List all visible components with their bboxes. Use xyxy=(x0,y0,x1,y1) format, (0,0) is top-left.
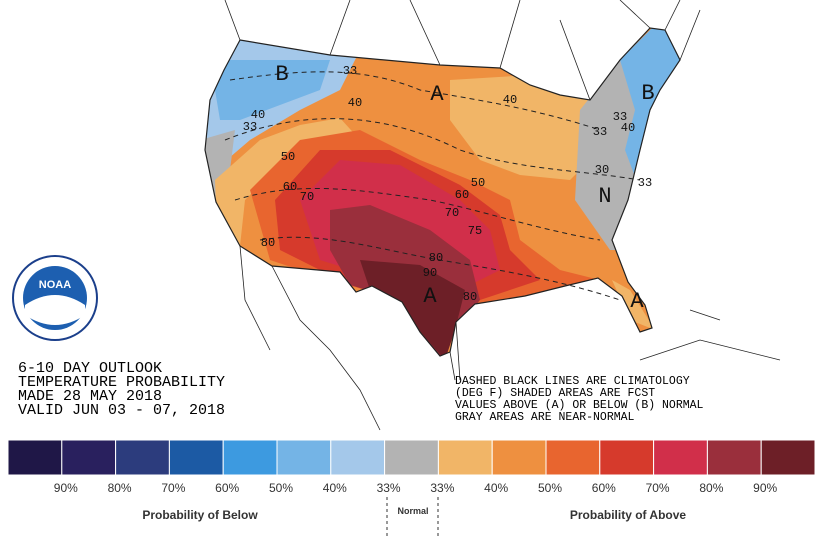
legend-swatch xyxy=(330,439,386,476)
legend-swatch xyxy=(706,439,762,476)
contour-label: 33 xyxy=(638,176,652,190)
region-letter: B xyxy=(641,81,654,106)
contour-label: 75 xyxy=(468,224,482,238)
note-line: GRAY AREAS ARE NEAR-NORMAL xyxy=(455,411,635,424)
legend-label: 60% xyxy=(215,481,239,495)
climatology-lines xyxy=(224,71,641,301)
contour-label: 40 xyxy=(251,108,265,122)
legend-label: 40% xyxy=(484,481,508,495)
shaded-regions xyxy=(205,28,680,356)
contour-label: 80 xyxy=(463,290,477,304)
legend-label: 50% xyxy=(538,481,562,495)
legend-swatch xyxy=(491,439,547,476)
background-lines xyxy=(224,0,781,431)
legend-label: 40% xyxy=(323,481,347,495)
legend-label: 80% xyxy=(699,481,723,495)
outlook-line: MADE 28 MAY 2018 xyxy=(18,388,162,405)
legend-swatch xyxy=(168,439,224,476)
region-letter: A xyxy=(423,284,437,309)
normal-title: Normal xyxy=(397,506,428,516)
legend-label: 70% xyxy=(646,481,670,495)
legend-swatch xyxy=(760,439,816,476)
legend-swatch xyxy=(222,439,278,476)
legend-swatch xyxy=(599,439,655,476)
contour-label: 40 xyxy=(503,93,517,107)
outlook-line: VALID JUN 03 - 07, 2018 xyxy=(18,402,225,419)
contour-label: 80 xyxy=(429,251,443,265)
legend-label: 80% xyxy=(108,481,132,495)
legend-swatch xyxy=(7,439,63,476)
contour-label: 60 xyxy=(455,188,469,202)
legend-label: 70% xyxy=(161,481,185,495)
contour-label: 33 xyxy=(343,64,357,78)
note-line: VALUES ABOVE (A) OR BELOW (B) NORMAL xyxy=(455,399,704,412)
outlook-line: 6-10 DAY OUTLOOK xyxy=(18,360,162,377)
contour-label: 40 xyxy=(621,121,635,135)
below-title: Probability of Below xyxy=(142,508,258,522)
legend-swatch xyxy=(437,439,493,476)
region-letter: A xyxy=(630,289,644,314)
outlook-line: TEMPERATURE PROBABILITY xyxy=(18,374,225,391)
legend-swatch xyxy=(384,439,439,476)
legend-label: 90% xyxy=(54,481,78,495)
us-outline xyxy=(204,27,681,357)
logo-text: NOAA xyxy=(39,279,71,291)
legend-label: 33% xyxy=(377,481,401,495)
contour-label: 70 xyxy=(300,190,314,204)
region-letter: B xyxy=(275,62,288,87)
logo: NOAA xyxy=(12,255,98,341)
contour-label: 50 xyxy=(281,150,295,164)
contour-label: 40 xyxy=(348,96,362,110)
contour-label: 60 xyxy=(283,180,297,194)
legend-label: 50% xyxy=(269,481,293,495)
above-title: Probability of Above xyxy=(570,508,687,522)
legend-label: 60% xyxy=(592,481,616,495)
legend-dividers xyxy=(386,497,439,536)
contour-label: 33 xyxy=(243,120,257,134)
contour-label: 90 xyxy=(423,266,437,280)
contour-label: 33 xyxy=(613,110,627,124)
legend-swatch xyxy=(276,439,332,476)
contour-label: 30 xyxy=(595,163,609,177)
contour-label: 50 xyxy=(471,176,485,190)
note-line: (DEG F) SHADED AREAS ARE FCST xyxy=(455,387,655,400)
legend-swatch xyxy=(653,439,708,476)
contour-label: 33 xyxy=(593,125,607,139)
region-letter: N xyxy=(598,184,611,209)
legend-label: 33% xyxy=(430,481,454,495)
contour-label: 80 xyxy=(261,236,275,250)
contour-label: 70 xyxy=(445,206,459,220)
legend-swatch xyxy=(545,439,601,476)
legend-label: 90% xyxy=(753,481,777,495)
legend-swatch xyxy=(115,439,170,476)
note-line: DASHED BLACK LINES ARE CLIMATOLOGY xyxy=(455,375,690,388)
region-letter: A xyxy=(430,82,444,107)
legend-swatch xyxy=(61,439,117,476)
